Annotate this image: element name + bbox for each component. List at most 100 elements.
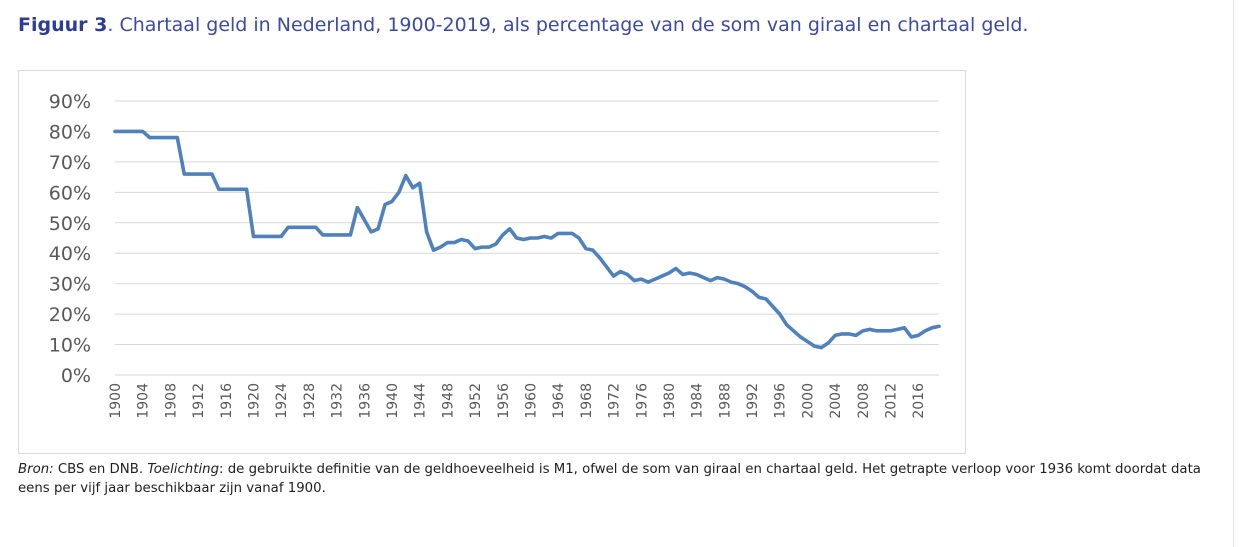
x-tick-label: 1920 bbox=[246, 383, 262, 419]
data-point bbox=[847, 332, 851, 336]
x-tick-label: 1984 bbox=[690, 383, 706, 419]
data-point bbox=[362, 218, 366, 222]
page-edge-divider bbox=[1233, 0, 1234, 547]
data-point bbox=[750, 289, 754, 293]
x-tick-label: 1972 bbox=[607, 383, 623, 419]
y-tick-label: 50% bbox=[49, 213, 91, 235]
y-tick-label: 90% bbox=[49, 91, 91, 113]
data-point bbox=[265, 235, 269, 238]
data-point bbox=[806, 340, 809, 343]
y-tick-label: 30% bbox=[49, 274, 91, 296]
data-point bbox=[619, 270, 622, 273]
data-point bbox=[508, 227, 512, 231]
data-point bbox=[653, 277, 657, 281]
data-point bbox=[930, 326, 934, 330]
data-point bbox=[418, 181, 422, 185]
data-point bbox=[577, 236, 581, 240]
data-point bbox=[224, 187, 228, 191]
data-point bbox=[168, 136, 172, 139]
data-point bbox=[937, 324, 941, 328]
data-point bbox=[279, 235, 283, 238]
data-point bbox=[182, 172, 186, 176]
data-point bbox=[826, 341, 830, 345]
x-tick-label: 2004 bbox=[828, 383, 844, 419]
data-point bbox=[799, 335, 802, 339]
data-point bbox=[840, 332, 844, 336]
data-point bbox=[785, 323, 789, 327]
y-tick-label: 60% bbox=[49, 182, 91, 204]
data-point bbox=[660, 274, 664, 278]
data-point bbox=[722, 277, 726, 281]
data-point bbox=[452, 241, 456, 244]
data-point bbox=[612, 274, 615, 278]
data-point bbox=[667, 271, 671, 275]
y-tick-label: 80% bbox=[49, 121, 91, 143]
data-point bbox=[549, 236, 553, 240]
figure-title: Figuur 3. Chartaal geld in Nederland, 19… bbox=[18, 14, 1028, 36]
data-point bbox=[342, 233, 345, 237]
x-tick-label: 1912 bbox=[191, 383, 207, 419]
x-tick-label: 1968 bbox=[579, 383, 595, 419]
data-point bbox=[259, 235, 262, 238]
data-point bbox=[252, 235, 255, 238]
data-point bbox=[383, 203, 387, 206]
data-point bbox=[681, 273, 685, 276]
data-point bbox=[709, 279, 712, 283]
data-point bbox=[307, 225, 311, 229]
data-point bbox=[598, 256, 602, 260]
data-point bbox=[515, 236, 519, 240]
data-point bbox=[272, 235, 276, 238]
data-point bbox=[203, 172, 207, 176]
data-point bbox=[425, 230, 428, 234]
data-point bbox=[833, 334, 837, 337]
data-point bbox=[487, 245, 491, 249]
data-point bbox=[902, 326, 906, 330]
series-line bbox=[113, 129, 941, 350]
data-point bbox=[570, 232, 574, 235]
data-point bbox=[189, 172, 193, 176]
x-tick-label: 1988 bbox=[717, 383, 733, 419]
data-point bbox=[397, 190, 401, 194]
data-point bbox=[916, 334, 920, 337]
x-tick-label: 1976 bbox=[634, 383, 650, 419]
data-point bbox=[778, 312, 782, 316]
data-point bbox=[231, 187, 235, 191]
data-point bbox=[355, 206, 359, 209]
data-point bbox=[605, 265, 609, 269]
source-label: Bron: bbox=[18, 462, 54, 477]
figure-title-text: . Chartaal geld in Nederland, 1900-2019,… bbox=[107, 14, 1029, 36]
data-point bbox=[812, 344, 816, 348]
x-tick-label: 1952 bbox=[468, 383, 484, 419]
x-tick-label: 1900 bbox=[108, 383, 124, 419]
data-point bbox=[466, 239, 470, 243]
data-point bbox=[743, 285, 747, 289]
data-point bbox=[459, 238, 463, 241]
data-point bbox=[584, 247, 588, 251]
data-point bbox=[141, 130, 145, 133]
data-point bbox=[695, 273, 699, 276]
note-text: : de gebruikte definitie van de geldhoev… bbox=[18, 462, 1201, 496]
data-point bbox=[674, 267, 678, 270]
data-point bbox=[522, 238, 525, 241]
data-point bbox=[411, 186, 415, 190]
x-tick-label: 1944 bbox=[413, 383, 429, 419]
data-point bbox=[882, 329, 886, 333]
data-point bbox=[501, 233, 505, 237]
data-point bbox=[480, 245, 484, 249]
x-tick-label: 1924 bbox=[274, 383, 290, 419]
data-point bbox=[404, 174, 408, 177]
chart-area: 0% 10% 20% 30% 40% 50% 60% 70% 80% 90% 1900 1904 190… bbox=[18, 70, 966, 454]
data-point bbox=[896, 327, 899, 331]
x-tick-label: 1948 bbox=[440, 383, 456, 419]
data-point bbox=[328, 233, 332, 237]
x-tick-label: 1916 bbox=[219, 383, 235, 419]
data-point bbox=[321, 233, 325, 237]
data-point bbox=[120, 130, 124, 133]
data-point bbox=[127, 130, 131, 133]
data-point bbox=[854, 334, 858, 337]
data-point bbox=[563, 232, 567, 235]
x-tick-label: 2000 bbox=[800, 383, 816, 419]
data-point bbox=[875, 329, 879, 333]
data-point bbox=[639, 277, 643, 281]
x-tick-label: 1940 bbox=[385, 383, 401, 419]
